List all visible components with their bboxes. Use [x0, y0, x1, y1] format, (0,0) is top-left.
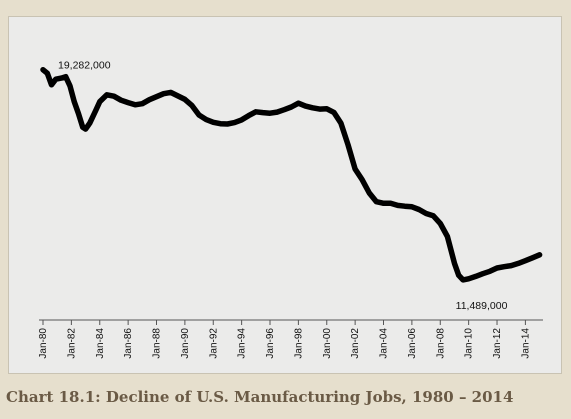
chart-title: Chart 18.1: Decline of U.S. Manufacturin… [6, 388, 514, 406]
data-label-trough: 11,489,000 [456, 300, 508, 312]
x-tick-label: Jan-82 [66, 328, 77, 359]
plot-layer: Jan-80 Jan-82 Jan-84 Jan-86 Jan-88 Jan-90 Jan-… [38, 60, 543, 359]
x-tick-label: Jan-08 [435, 328, 446, 359]
x-tick-label: Jan-90 [180, 328, 191, 359]
x-tick-label: Jan-86 [123, 328, 134, 359]
chart-area: Jan-80 Jan-82 Jan-84 Jan-86 Jan-88 Jan-90 Jan-… [8, 16, 562, 374]
x-tick-label: Jan-12 [492, 328, 503, 359]
x-tick-label: Jan-98 [293, 328, 304, 359]
x-tick-label: Jan-94 [237, 328, 248, 359]
x-tick-label: Jan-84 [95, 328, 106, 359]
x-tick-label: Jan-88 [152, 328, 163, 359]
series-line-manufacturing-jobs [40, 66, 543, 283]
x-tick-label: Jan-06 [407, 328, 418, 359]
x-tick-label: Jan-00 [322, 328, 333, 359]
x-tick-label: Jan-02 [350, 328, 361, 359]
x-tick-label: Jan-04 [379, 328, 390, 359]
line-chart: Jan-80 Jan-82 Jan-84 Jan-86 Jan-88 Jan-90 Jan-… [38, 60, 543, 359]
x-tick-label: Jan-14 [520, 328, 531, 359]
x-tick-label: Jan-96 [265, 328, 276, 359]
x-tick-label: Jan-80 [38, 328, 49, 359]
x-tick-label: Jan-92 [208, 328, 219, 359]
data-label-peak: 19,282,000 [58, 60, 111, 72]
x-tick-label: Jan-10 [464, 328, 475, 359]
